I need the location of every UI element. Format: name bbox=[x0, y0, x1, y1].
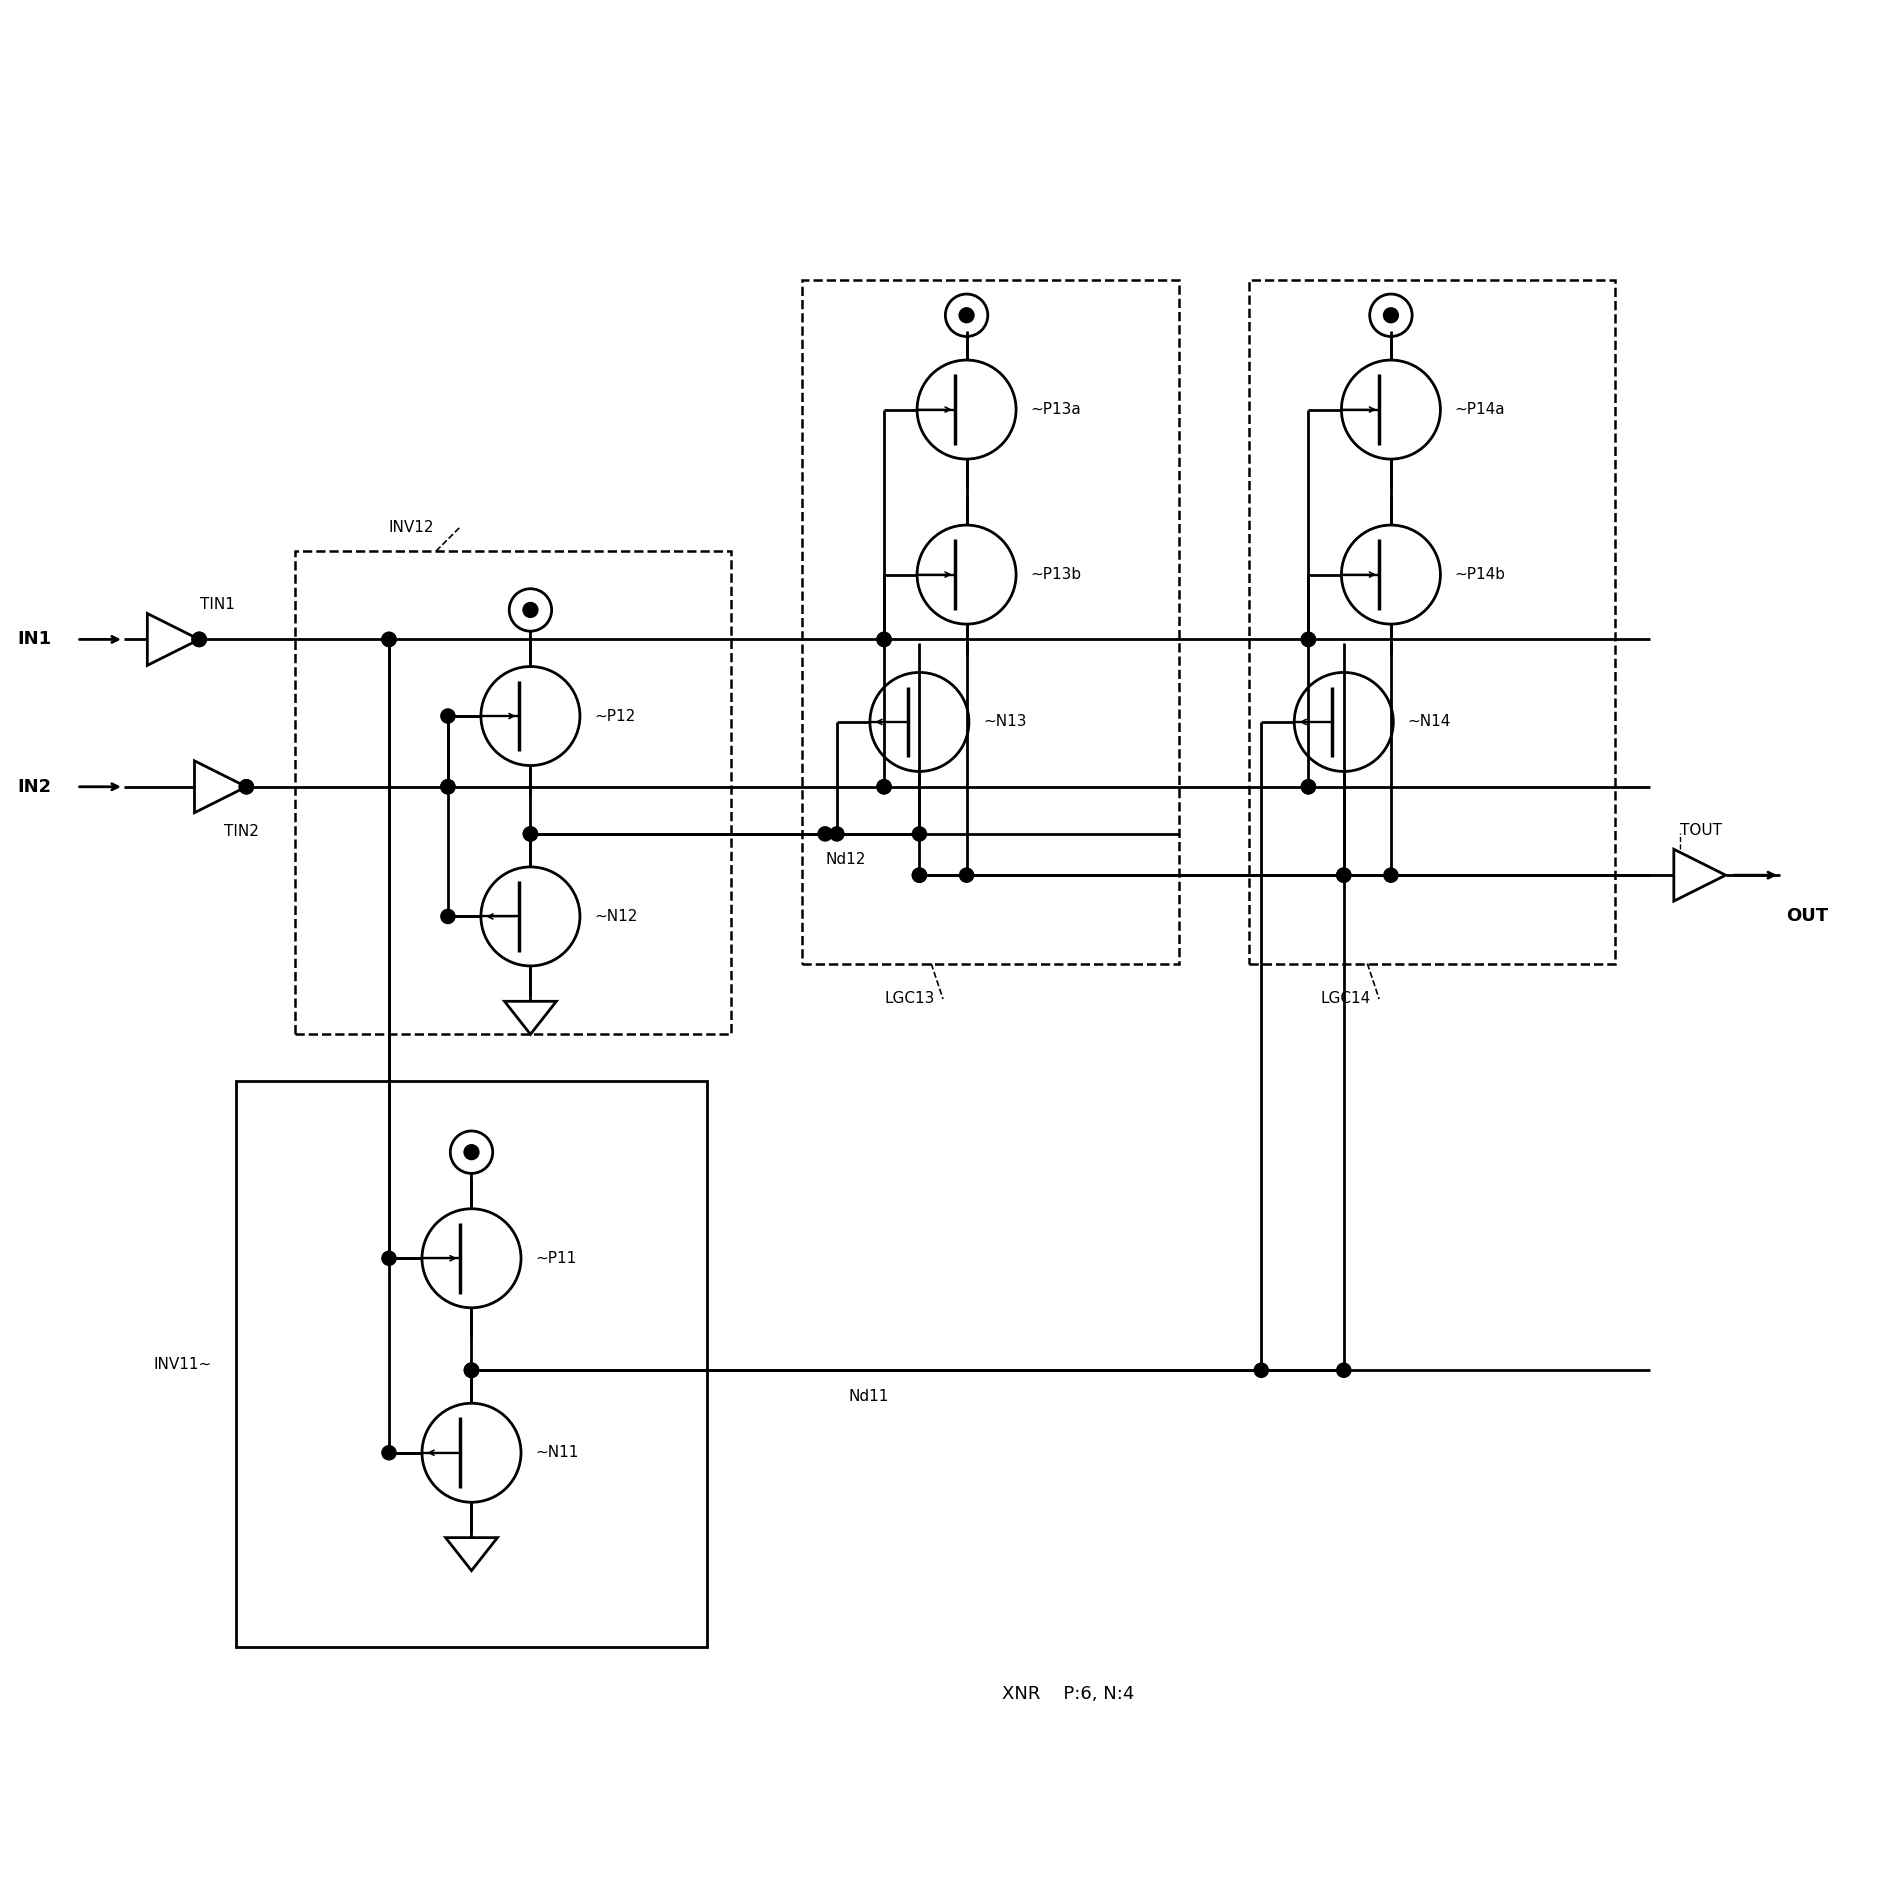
Bar bbox=[802, 280, 1179, 964]
Circle shape bbox=[1384, 869, 1398, 882]
Text: IN1: IN1 bbox=[17, 630, 51, 649]
Bar bbox=[1249, 280, 1614, 964]
Circle shape bbox=[192, 632, 206, 647]
Text: TIN2: TIN2 bbox=[224, 823, 258, 838]
Circle shape bbox=[464, 1363, 479, 1378]
Text: ~P13a: ~P13a bbox=[1030, 402, 1081, 417]
Text: ~N13: ~N13 bbox=[983, 714, 1026, 729]
Text: TIN1: TIN1 bbox=[200, 596, 236, 611]
Circle shape bbox=[381, 632, 396, 647]
Text: ~P14b: ~P14b bbox=[1454, 568, 1505, 583]
Circle shape bbox=[441, 709, 455, 724]
Text: Nd11: Nd11 bbox=[849, 1389, 888, 1404]
Circle shape bbox=[464, 1363, 479, 1378]
Circle shape bbox=[522, 827, 538, 840]
Circle shape bbox=[464, 1363, 479, 1378]
Circle shape bbox=[441, 780, 455, 793]
Text: ~P11: ~P11 bbox=[536, 1250, 577, 1265]
Circle shape bbox=[192, 632, 206, 647]
Circle shape bbox=[877, 632, 890, 647]
Text: INV12: INV12 bbox=[389, 521, 434, 536]
Circle shape bbox=[877, 780, 890, 793]
Circle shape bbox=[960, 869, 973, 882]
Text: LGC14: LGC14 bbox=[1320, 991, 1371, 1006]
Circle shape bbox=[381, 1446, 396, 1461]
Circle shape bbox=[913, 869, 926, 882]
Bar bbox=[294, 551, 732, 1034]
Circle shape bbox=[960, 308, 973, 323]
Circle shape bbox=[522, 827, 538, 840]
Text: ~N12: ~N12 bbox=[594, 908, 637, 923]
Circle shape bbox=[877, 632, 890, 647]
Circle shape bbox=[1337, 869, 1350, 882]
Circle shape bbox=[464, 1145, 479, 1160]
Circle shape bbox=[877, 780, 890, 793]
Text: INV11~: INV11~ bbox=[153, 1357, 211, 1372]
Circle shape bbox=[381, 1252, 396, 1265]
Text: LGC13: LGC13 bbox=[885, 991, 934, 1006]
Circle shape bbox=[522, 602, 538, 617]
Circle shape bbox=[913, 869, 926, 882]
Circle shape bbox=[913, 827, 926, 840]
Text: ~N14: ~N14 bbox=[1407, 714, 1450, 729]
Circle shape bbox=[441, 910, 455, 923]
Text: ~P12: ~P12 bbox=[594, 709, 636, 724]
Text: Nd12: Nd12 bbox=[826, 852, 866, 867]
Text: OUT: OUT bbox=[1786, 908, 1828, 925]
Text: ~P13b: ~P13b bbox=[1030, 568, 1081, 583]
Circle shape bbox=[240, 780, 253, 793]
Circle shape bbox=[830, 827, 845, 840]
Text: ~P14a: ~P14a bbox=[1454, 402, 1505, 417]
Text: TOUT: TOUT bbox=[1680, 823, 1722, 838]
Bar bbox=[236, 1081, 707, 1647]
Text: XNR    P:6, N:4: XNR P:6, N:4 bbox=[1001, 1684, 1133, 1703]
Text: ~N11: ~N11 bbox=[536, 1446, 579, 1461]
Circle shape bbox=[1384, 308, 1398, 323]
Circle shape bbox=[441, 780, 455, 793]
Circle shape bbox=[192, 632, 206, 647]
Circle shape bbox=[1337, 869, 1350, 882]
Circle shape bbox=[240, 780, 253, 793]
Circle shape bbox=[1301, 632, 1316, 647]
Text: IN2: IN2 bbox=[17, 778, 51, 795]
Circle shape bbox=[1254, 1363, 1269, 1378]
Circle shape bbox=[1301, 780, 1316, 793]
Circle shape bbox=[819, 827, 832, 840]
Circle shape bbox=[381, 632, 396, 647]
Circle shape bbox=[1301, 632, 1316, 647]
Circle shape bbox=[1301, 780, 1316, 793]
Circle shape bbox=[1337, 1363, 1350, 1378]
